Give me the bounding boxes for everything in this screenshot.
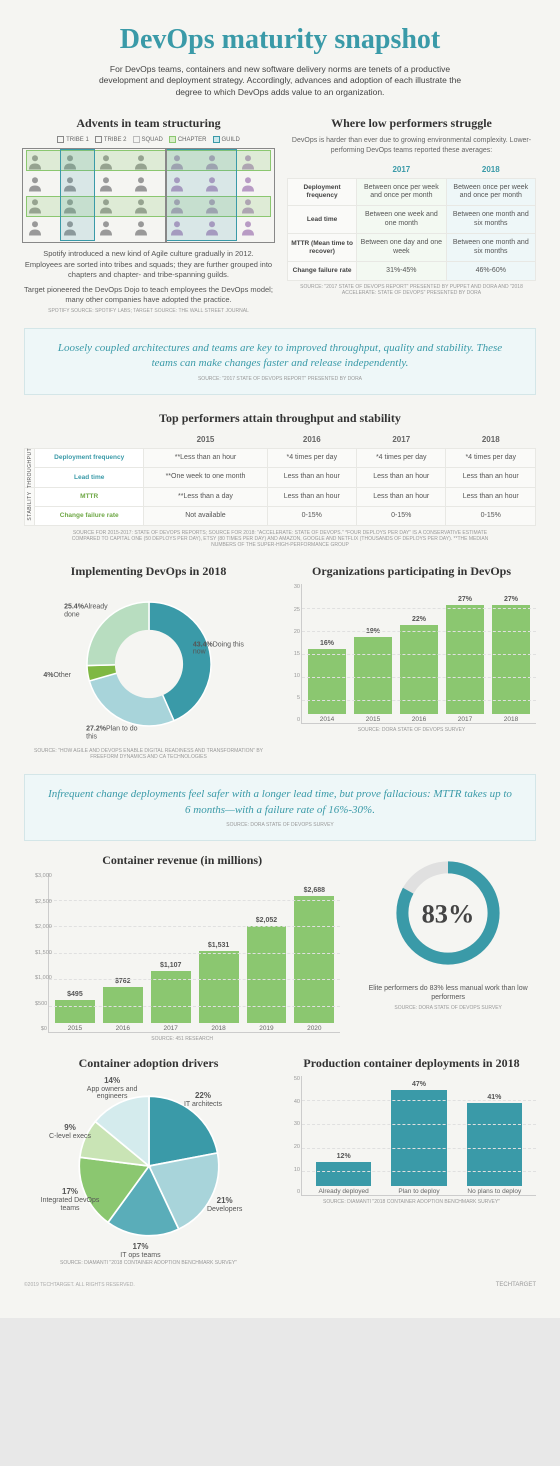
bar1-section: Organizations participating in DevOps 30… [287, 564, 536, 760]
row-3: Container revenue (in millions) $3,000$2… [24, 853, 536, 1042]
svg-text:83%: 83% [422, 899, 475, 929]
person-icon [203, 219, 235, 237]
person-icon [239, 153, 271, 171]
person-icon [132, 219, 164, 237]
ring-text: Elite performers do 83% less manual work… [360, 984, 536, 1002]
row-4: Container adoption drivers 22%IT archite… [24, 1056, 536, 1266]
bar2-title: Container revenue (in millions) [24, 853, 340, 868]
ring-source: SOURCE: DORA STATE OF DEVOPS SURVEY [360, 1005, 536, 1011]
team-grid [26, 153, 271, 237]
bar3-title: Production container deployments in 2018 [287, 1056, 536, 1071]
person-icon [203, 175, 235, 193]
person-icon [168, 153, 200, 171]
person-icon [97, 219, 129, 237]
row-1: Advents in team structuring TRIBE 1TRIBE… [24, 116, 536, 314]
advents-section: Advents in team structuring TRIBE 1TRIBE… [24, 116, 273, 314]
callout-2-text: Infrequent change deployments feel safer… [45, 787, 515, 818]
donut-title: Implementing DevOps in 2018 [24, 564, 273, 579]
person-icon [97, 197, 129, 215]
intro-text: For DevOps teams, containers and new sof… [90, 64, 470, 98]
team-grid-wrap [24, 149, 273, 241]
person-icon [203, 153, 235, 171]
bar3-chart: 5040302010012%Already deployed47%Plan to… [301, 1076, 536, 1196]
bar1-source: SOURCE: DORA STATE OF DEVOPS SURVEY [287, 727, 536, 733]
ring-chart: 83% [388, 853, 508, 973]
pie-title: Container adoption drivers [24, 1056, 273, 1071]
person-icon [26, 219, 58, 237]
person-icon [168, 197, 200, 215]
person-icon [26, 153, 58, 171]
advents-title: Advents in team structuring [24, 116, 273, 131]
bar2-source: SOURCE: 451 RESEARCH [24, 1036, 340, 1042]
main-title: DevOps maturity snapshot [24, 24, 536, 56]
person-icon [239, 175, 271, 193]
bar2-section: Container revenue (in millions) $3,000$2… [24, 853, 340, 1042]
person-icon [26, 175, 58, 193]
callout-1-source: SOURCE: "2017 STATE OF DEVOPS REPORT" PR… [45, 376, 515, 382]
person-icon [61, 219, 93, 237]
top-perf-source: SOURCE FOR 2015-2017: STATE OF DEVOPS RE… [60, 530, 500, 548]
low-perf-table: 20172018Deployment frequencyBetween once… [287, 161, 536, 282]
callout-1: Loosely coupled architectures and teams … [24, 328, 536, 395]
pie-chart: 22%IT architects21%Developers17%IT ops t… [59, 1076, 239, 1256]
pie-source: SOURCE: DIAMANTI "2018 CONTAINER ADOPTIO… [24, 1260, 273, 1266]
pie-section: Container adoption drivers 22%IT archite… [24, 1056, 273, 1266]
donut-section: Implementing DevOps in 2018 43.4%Doing t… [24, 564, 273, 760]
footer-logo: TechTarget [496, 1282, 536, 1288]
top-perf-table: 2015201620172018THROUGHPUTDeployment fre… [24, 431, 536, 527]
low-perf-title: Where low performers struggle [287, 116, 536, 131]
low-perf-section: Where low performers struggle DevOps is … [287, 116, 536, 314]
ring-section: 83% Elite performers do 83% less manual … [360, 853, 536, 1042]
footer: ©2019 TECHTARGET. ALL RIGHTS RESERVED. T… [24, 1282, 536, 1288]
person-icon [26, 197, 58, 215]
person-icon [239, 219, 271, 237]
donut-source: SOURCE: "HOW AGILE AND DEVOPS ENABLE DIG… [24, 748, 273, 760]
bar3-source: SOURCE: DIAMANTI "2018 CONTAINER ADOPTIO… [287, 1199, 536, 1205]
person-icon [61, 175, 93, 193]
advents-text-2: Target pioneered the DevOps Dojo to teac… [24, 285, 273, 305]
bar2-chart: $3,000$2,500$2,000$1,500$1,000$500$0$495… [48, 873, 340, 1033]
advents-source: SPOTIFY SOURCE: SPOTIFY LABS; TARGET SOU… [24, 308, 273, 314]
person-icon [132, 197, 164, 215]
callout-2-source: SOURCE: DORA STATE OF DEVOPS SURVEY [45, 822, 515, 828]
top-perf-section: Top performers attain throughput and sta… [24, 411, 536, 549]
advents-legend: TRIBE 1TRIBE 2SQUADCHAPTERGUILD [24, 136, 273, 143]
person-icon [168, 219, 200, 237]
row-2: Implementing DevOps in 2018 43.4%Doing t… [24, 564, 536, 760]
infographic-page: DevOps maturity snapshot For DevOps team… [0, 0, 560, 1318]
person-icon [168, 175, 200, 193]
advents-text-1: Spotify introduced a new kind of Agile c… [24, 249, 273, 279]
person-icon [239, 197, 271, 215]
copyright: ©2019 TECHTARGET. ALL RIGHTS RESERVED. [24, 1282, 135, 1288]
low-perf-source: SOURCE: "2017 STATE OF DEVOPS REPORT" PR… [287, 284, 536, 296]
donut-chart: 43.4%Doing this now27.2%Plan to do this4… [69, 584, 229, 744]
person-icon [132, 153, 164, 171]
bar3-section: Production container deployments in 2018… [287, 1056, 536, 1266]
bar1-title: Organizations participating in DevOps [287, 564, 536, 579]
callout-2: Infrequent change deployments feel safer… [24, 774, 536, 841]
person-icon [61, 197, 93, 215]
person-icon [97, 153, 129, 171]
person-icon [97, 175, 129, 193]
callout-1-text: Loosely coupled architectures and teams … [45, 341, 515, 372]
person-icon [203, 197, 235, 215]
person-icon [132, 175, 164, 193]
top-perf-title: Top performers attain throughput and sta… [24, 411, 536, 426]
person-icon [61, 153, 93, 171]
low-perf-desc: DevOps is harder than ever due to growin… [287, 136, 536, 154]
bar1-chart: 30252015105016%201419%201522%201627%2017… [301, 584, 536, 724]
